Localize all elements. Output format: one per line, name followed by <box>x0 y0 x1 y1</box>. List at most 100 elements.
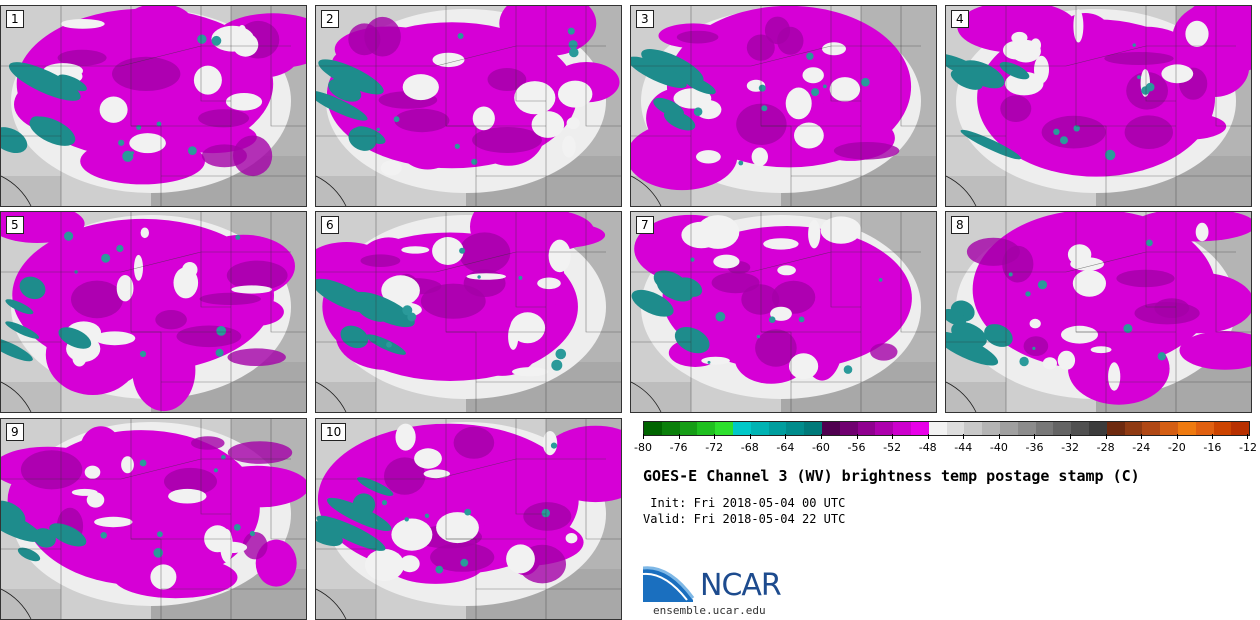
colorbar-segment <box>928 422 947 435</box>
colorbar-segment <box>875 422 894 435</box>
member-number: 6 <box>321 216 339 234</box>
ncar-logo-icon <box>643 566 695 602</box>
colorbar-tick-label: -32 <box>1061 441 1080 454</box>
colorbar-tick-label: -52 <box>883 441 902 454</box>
colorbar-tick-label: -36 <box>1025 441 1044 454</box>
water-vapor-map <box>946 212 1251 412</box>
colorbar-ticks: -80 -76 -72 -68 -64 -60 -56 -52 -48 -44 -40 -36 -32 -… <box>634 434 1257 454</box>
water-vapor-map <box>1 419 306 619</box>
colorbar-segment <box>999 422 1018 435</box>
member-panel-9: 9 <box>0 418 307 620</box>
water-vapor-map <box>631 212 936 412</box>
colorbar-tick-label: -48 <box>918 441 937 454</box>
colorbar-tick-label: -20 <box>1167 441 1186 454</box>
colorbar-segment <box>715 422 733 435</box>
colorbar-segment <box>964 422 983 435</box>
colorbar-segment <box>697 422 716 435</box>
colorbar-tick-mark <box>892 434 894 439</box>
member-panel-4: 4 <box>945 5 1252 207</box>
water-vapor-map <box>946 6 1251 206</box>
colorbar-tick-label: -44 <box>954 441 973 454</box>
colorbar-tick-mark <box>820 434 822 439</box>
member-panel-3: 3 <box>630 5 937 207</box>
colorbar-segment <box>661 422 680 435</box>
member-number: 4 <box>951 10 969 28</box>
colorbar-tick-label: -68 <box>740 441 759 454</box>
colorbar-segment <box>1071 422 1089 435</box>
member-panel-8: 8 <box>945 211 1252 413</box>
website-label: ensemble.ucar.edu <box>653 604 766 617</box>
colorbar-segment <box>1142 422 1161 435</box>
colorbar-segment <box>857 422 876 435</box>
colorbar-tick-mark <box>749 434 751 439</box>
colorbar-segment <box>1160 422 1178 435</box>
water-vapor-map <box>316 6 621 206</box>
water-vapor-map <box>631 6 936 206</box>
colorbar-tick-mark <box>1070 434 1072 439</box>
colorbar-segment <box>1213 422 1232 435</box>
colorbar-tick-label: -12 <box>1239 441 1257 454</box>
colorbar-segment <box>804 422 822 435</box>
water-vapor-map <box>1 6 306 206</box>
colorbar-segment <box>679 422 698 435</box>
colorbar-segment <box>1106 422 1125 435</box>
colorbar-tick-mark <box>963 434 965 439</box>
colorbar-segment <box>839 422 858 435</box>
colorbar-segment <box>644 422 662 435</box>
colorbar-tick-mark <box>1212 434 1214 439</box>
colorbar-tick-label: -24 <box>1132 441 1151 454</box>
colorbar-tick-label: -28 <box>1096 441 1115 454</box>
colorbar-tick-mark <box>1034 434 1036 439</box>
colorbar-segment <box>1088 422 1107 435</box>
member-number: 1 <box>6 10 24 28</box>
figure-title: GOES-E Channel 3 (WV) brightness temp po… <box>643 467 1140 485</box>
colorbar-segment <box>1177 422 1196 435</box>
member-panel-5: 5 <box>0 211 307 413</box>
colorbar-segment <box>1124 422 1143 435</box>
colorbar-segment <box>821 422 840 435</box>
colorbar-segment <box>1017 422 1036 435</box>
colorbar-segment <box>893 422 911 435</box>
member-number: 10 <box>321 423 347 441</box>
colorbar-tick-mark <box>1176 434 1178 439</box>
member-panel-6: 6 <box>315 211 622 413</box>
colorbar-segment <box>750 422 769 435</box>
valid-time: Valid: Fri 2018-05-04 22 UTC <box>643 512 845 526</box>
colorbar-tick-label: -60 <box>811 441 830 454</box>
colorbar-tick-mark <box>927 434 929 439</box>
colorbar-tick-label: -80 <box>634 441 652 454</box>
colorbar-tick-mark <box>1105 434 1107 439</box>
colorbar-segment <box>982 422 1000 435</box>
colorbar-segment <box>1231 422 1250 435</box>
colorbar-segment <box>732 422 751 435</box>
member-panel-2: 2 <box>315 5 622 207</box>
colorbar-tick-label: -64 <box>776 441 795 454</box>
member-number: 8 <box>951 216 969 234</box>
valid-label: Valid: <box>643 512 687 526</box>
colorbar-tick-label: -72 <box>705 441 724 454</box>
colorbar <box>643 421 1250 436</box>
colorbar-tick-mark <box>1247 434 1248 439</box>
member-number: 7 <box>636 216 654 234</box>
member-panel-7: 7 <box>630 211 937 413</box>
colorbar-tick-mark <box>998 434 1000 439</box>
colorbar-tick-label: -16 <box>1203 441 1222 454</box>
valid-value: Fri 2018-05-04 22 UTC <box>693 512 846 526</box>
init-time: Init: Fri 2018-05-04 00 UTC <box>643 496 845 510</box>
colorbar-tick-mark <box>1141 434 1143 439</box>
init-label: Init: <box>650 496 687 510</box>
colorbar-tick-mark <box>785 434 787 439</box>
colorbar-tick-mark <box>856 434 858 439</box>
member-number: 2 <box>321 10 339 28</box>
colorbar-segment <box>946 422 965 435</box>
water-vapor-map <box>316 419 621 619</box>
init-value: Fri 2018-05-04 00 UTC <box>693 496 846 510</box>
colorbar-tick-mark <box>643 434 644 439</box>
member-number: 3 <box>636 10 654 28</box>
colorbar-segment <box>1195 422 1214 435</box>
colorbar-segment <box>1053 422 1072 435</box>
colorbar-segment <box>910 422 929 435</box>
member-panel-10: 10 <box>315 418 622 620</box>
member-number: 5 <box>6 216 24 234</box>
member-number: 9 <box>6 423 24 441</box>
